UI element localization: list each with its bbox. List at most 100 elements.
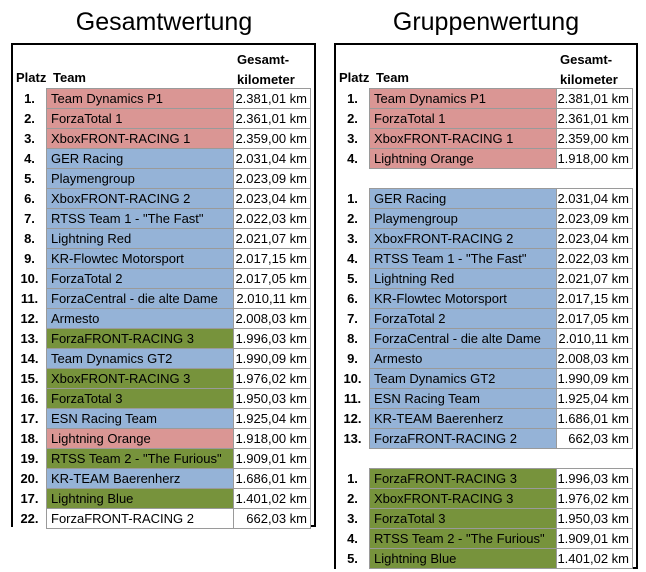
gesamtwertung-rows: 1. Team Dynamics P1 2.381,01 km 2. ForzaTota…: [13, 88, 311, 529]
km-cell: 2.359,00 km: [556, 128, 633, 149]
header-km-line2: kilometer: [560, 72, 618, 87]
rank-cell: 4.: [13, 148, 47, 169]
team-cell: XboxFRONT-RACING 1: [369, 128, 557, 149]
km-cell: 1.925,04 km: [556, 388, 633, 409]
km-cell: 2.017,15 km: [233, 248, 311, 269]
table-row: 3. ForzaTotal 3 1.950,03 km: [336, 508, 633, 529]
team-cell: ForzaTotal 1: [369, 108, 557, 129]
table-row: 4. RTSS Team 1 - "The Fast" 2.022,03 km: [336, 248, 633, 269]
km-cell: 2.023,04 km: [233, 188, 311, 209]
rank-cell: 10.: [13, 268, 47, 289]
rank-cell: 5.: [13, 168, 47, 189]
km-cell: 2.008,03 km: [233, 308, 311, 329]
km-cell: 2.023,09 km: [233, 168, 311, 189]
table-row: 2. Playmengroup 2.023,09 km: [336, 208, 633, 229]
km-cell: 1.990,09 km: [556, 368, 633, 389]
km-cell: 2.022,03 km: [556, 248, 633, 269]
km-cell: 2.008,03 km: [556, 348, 633, 369]
rank-cell: 18.: [13, 428, 47, 449]
team-cell: ForzaTotal 1: [46, 108, 234, 129]
rank-cell: 2.: [336, 488, 370, 509]
group-spacer: [336, 168, 633, 189]
rank-cell: 12.: [336, 408, 370, 429]
km-cell: 1.909,01 km: [556, 528, 633, 549]
table-row: 2. ForzaTotal 1 2.361,01 km: [13, 108, 311, 129]
table-row: 2. ForzaTotal 1 2.361,01 km: [336, 108, 633, 129]
rank-cell: 17.: [13, 408, 47, 429]
rank-cell: 1.: [336, 468, 370, 489]
table-row: 5. Lightning Red 2.021,07 km: [336, 268, 633, 289]
km-cell: 2.031,04 km: [233, 148, 311, 169]
km-cell: 1.686,01 km: [233, 468, 311, 489]
km-cell: 2.022,03 km: [233, 208, 311, 229]
table-row: 12. KR-TEAM Baerenherz 1.686,01 km: [336, 408, 633, 429]
rank-cell: 9.: [13, 248, 47, 269]
team-cell: Lightning Orange: [369, 148, 557, 169]
table-row: 20. KR-TEAM Baerenherz 1.686,01 km: [13, 468, 311, 489]
km-cell: 1.401,02 km: [233, 488, 311, 509]
team-cell: KR-TEAM Baerenherz: [46, 468, 234, 489]
team-cell: XboxFRONT-RACING 2: [46, 188, 234, 209]
rank-cell: 7.: [13, 208, 47, 229]
spacer-cell: [556, 448, 633, 469]
table-row: 10. ForzaTotal 2 2.017,05 km: [13, 268, 311, 289]
table-row: 7. ForzaTotal 2 2.017,05 km: [336, 308, 633, 329]
table-row: 14. Team Dynamics GT2 1.990,09 km: [13, 348, 311, 369]
rank-cell: 1.: [336, 188, 370, 209]
rank-cell: 4.: [336, 148, 370, 169]
km-cell: 2.010,11 km: [556, 328, 633, 349]
km-cell: 1.686,01 km: [556, 408, 633, 429]
team-cell: ForzaTotal 2: [369, 308, 557, 329]
rank-cell: 2.: [13, 108, 47, 129]
table-row: 13. ForzaFRONT-RACING 3 1.996,03 km: [13, 328, 311, 349]
table-row: 8. Lightning Red 2.021,07 km: [13, 228, 311, 249]
km-cell: 1.909,01 km: [233, 448, 311, 469]
team-cell: Armesto: [46, 308, 234, 329]
gruppenwertung-rows: 1. Team Dynamics P1 2.381,01 km 2. ForzaTota…: [336, 88, 633, 569]
km-cell: 2.361,01 km: [233, 108, 311, 129]
rank-cell: 6.: [13, 188, 47, 209]
team-cell: RTSS Team 2 - "The Furious": [369, 528, 557, 549]
km-cell: 2.017,05 km: [233, 268, 311, 289]
km-cell: 2.010,11 km: [233, 288, 311, 309]
rank-cell: 7.: [336, 308, 370, 329]
team-cell: Lightning Blue: [369, 548, 557, 569]
rank-cell: 20.: [13, 468, 47, 489]
rank-cell: 13.: [336, 428, 370, 449]
table-row: 1. ForzaFRONT-RACING 3 1.996,03 km: [336, 468, 633, 489]
rank-cell: 22.: [13, 508, 47, 529]
team-cell: Team Dynamics GT2: [369, 368, 557, 389]
table-row: 4. GER Racing 2.031,04 km: [13, 148, 311, 169]
km-cell: 1.925,04 km: [233, 408, 311, 429]
table-row: 4. Lightning Orange 1.918,00 km: [336, 148, 633, 169]
team-cell: ForzaFRONT-RACING 2: [46, 508, 234, 529]
km-cell: 2.359,00 km: [233, 128, 311, 149]
km-cell: 1.976,02 km: [233, 368, 311, 389]
team-cell: XboxFRONT-RACING 2: [369, 228, 557, 249]
spacer-cell: [556, 168, 633, 189]
team-cell: RTSS Team 2 - "The Furious": [46, 448, 234, 469]
team-cell: RTSS Team 1 - "The Fast": [46, 208, 234, 229]
gruppenwertung-title: Gruppenwertung: [392, 8, 580, 36]
gruppenwertung-table: Platz Team Gesamt- kilometer 1. Team Dyna…: [334, 43, 638, 569]
table-row: 3. XboxFRONT-RACING 2 2.023,04 km: [336, 228, 633, 249]
header-platz: Platz: [16, 70, 47, 85]
team-cell: ESN Racing Team: [46, 408, 234, 429]
header-team: Team: [53, 70, 86, 85]
table-row: 16. ForzaTotal 3 1.950,03 km: [13, 388, 311, 409]
rank-cell: 5.: [336, 548, 370, 569]
rank-cell: 16.: [13, 388, 47, 409]
rank-cell: 2.: [336, 208, 370, 229]
km-cell: 2.381,01 km: [556, 88, 633, 109]
team-cell: ForzaTotal 3: [369, 508, 557, 529]
table-row: 8. ForzaCentral - die alte Dame 2.010,11 k…: [336, 328, 633, 349]
table-row: 3. XboxFRONT-RACING 1 2.359,00 km: [13, 128, 311, 149]
rank-cell: 3.: [336, 228, 370, 249]
team-cell: ForzaCentral - die alte Dame: [369, 328, 557, 349]
team-cell: ESN Racing Team: [369, 388, 557, 409]
km-cell: 1.996,03 km: [556, 468, 633, 489]
rank-cell: 15.: [13, 368, 47, 389]
rank-cell: 10.: [336, 368, 370, 389]
team-cell: Lightning Red: [369, 268, 557, 289]
team-cell: Playmengroup: [369, 208, 557, 229]
